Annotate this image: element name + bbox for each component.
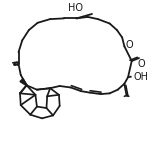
Text: HO: HO: [68, 3, 83, 13]
Text: O: O: [125, 40, 133, 50]
Text: OH: OH: [133, 72, 148, 82]
Text: O: O: [138, 59, 145, 69]
Polygon shape: [20, 79, 27, 86]
